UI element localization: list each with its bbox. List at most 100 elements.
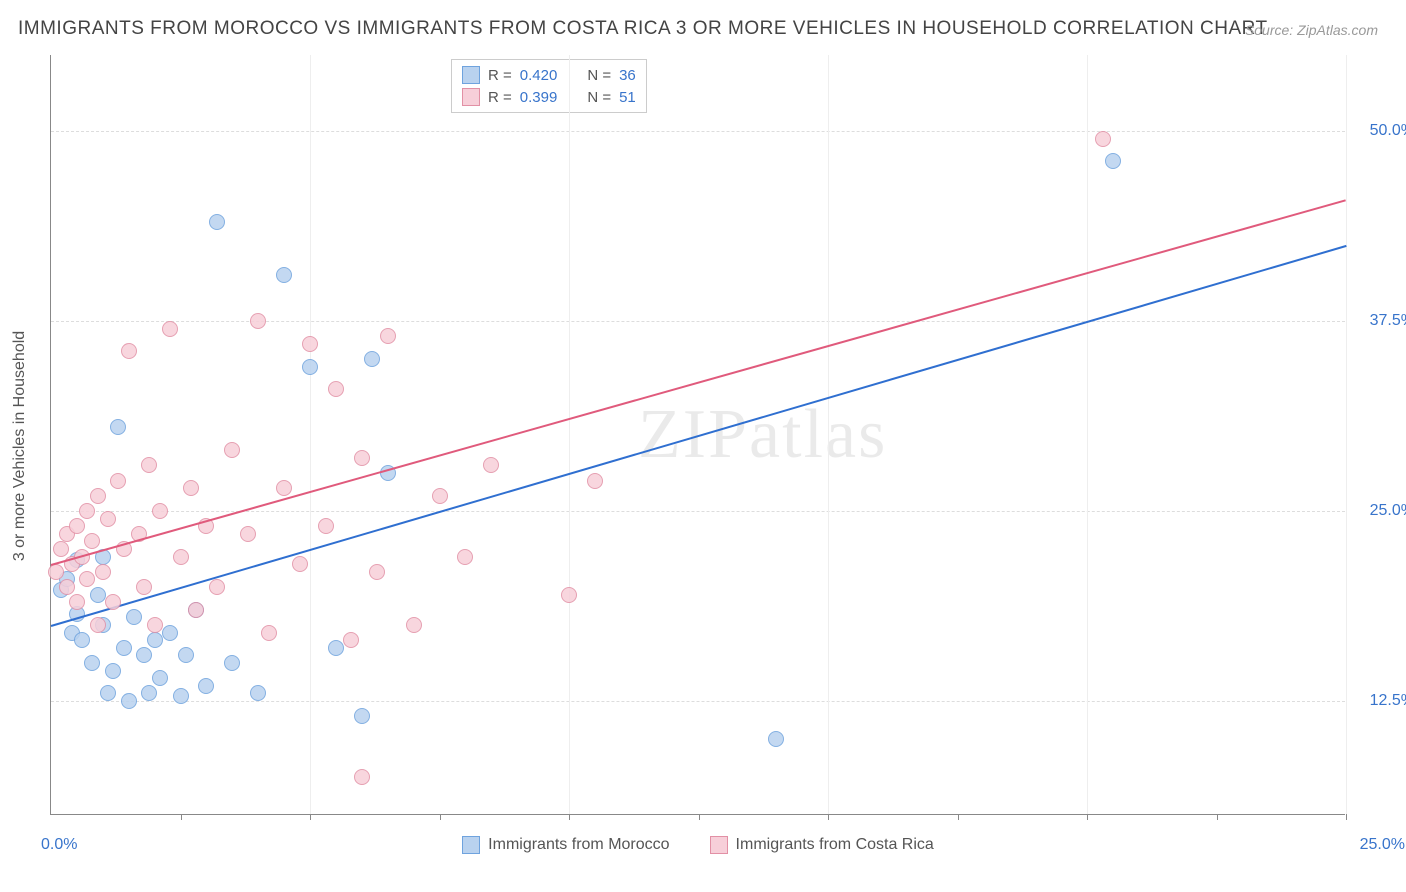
data-point — [147, 632, 163, 648]
data-point — [90, 488, 106, 504]
data-point — [79, 571, 95, 587]
data-point — [406, 617, 422, 633]
legend-r-label: R = — [488, 67, 512, 84]
data-point — [302, 336, 318, 352]
data-point — [126, 609, 142, 625]
legend-n-value: 51 — [619, 89, 636, 106]
data-point — [79, 503, 95, 519]
data-point — [276, 480, 292, 496]
x-tick — [699, 814, 700, 820]
y-tick-label: 37.5% — [1355, 312, 1406, 330]
grid-line-h — [51, 131, 1345, 132]
legend-swatch — [462, 88, 480, 106]
data-point — [343, 632, 359, 648]
x-tick — [310, 814, 311, 820]
data-point — [318, 518, 334, 534]
legend-series-name: Immigrants from Morocco — [488, 836, 669, 854]
data-point — [587, 473, 603, 489]
data-point — [292, 556, 308, 572]
data-point — [100, 511, 116, 527]
data-point — [48, 564, 64, 580]
plot-area: ZIPatlas R =0.420N =36R =0.399N =51 Immi… — [50, 55, 1345, 815]
data-point — [90, 617, 106, 633]
data-point — [457, 549, 473, 565]
grid-line-v — [310, 55, 311, 814]
grid-line-v — [1346, 55, 1347, 814]
trend-line — [51, 245, 1347, 627]
data-point — [224, 442, 240, 458]
x-tick — [1217, 814, 1218, 820]
legend-row: R = 0.399 N = 51 — [462, 86, 636, 108]
x-tick-min: 0.0% — [41, 836, 77, 854]
grid-line-v — [569, 55, 570, 814]
grid-line-h — [51, 701, 1345, 702]
data-point — [328, 640, 344, 656]
legend-row: R =0.420N =36 — [462, 64, 636, 86]
legend-n-value: 36 — [619, 67, 636, 84]
data-point — [354, 708, 370, 724]
data-point — [364, 351, 380, 367]
data-point — [261, 625, 277, 641]
data-point — [483, 457, 499, 473]
legend-item: Immigrants from Morocco — [462, 836, 669, 854]
legend-r-value: 0.399 — [520, 89, 558, 106]
x-tick — [569, 814, 570, 820]
grid-line-h — [51, 321, 1345, 322]
data-point — [768, 731, 784, 747]
data-point — [100, 685, 116, 701]
data-point — [95, 564, 111, 580]
data-point — [84, 655, 100, 671]
x-tick — [1346, 814, 1347, 820]
data-point — [105, 663, 121, 679]
data-point — [147, 617, 163, 633]
legend-n-label: N = — [587, 89, 611, 106]
data-point — [188, 602, 204, 618]
data-point — [209, 214, 225, 230]
data-point — [561, 587, 577, 603]
legend-n-label: N = — [587, 67, 611, 84]
data-point — [354, 450, 370, 466]
data-point — [328, 381, 344, 397]
data-point — [240, 526, 256, 542]
data-point — [59, 579, 75, 595]
data-point — [1105, 153, 1121, 169]
data-point — [1095, 131, 1111, 147]
legend-series-name: Immigrants from Costa Rica — [736, 836, 934, 854]
data-point — [110, 473, 126, 489]
data-point — [90, 587, 106, 603]
y-axis-title: 3 or more Vehicles in Household — [11, 331, 29, 561]
data-point — [162, 321, 178, 337]
x-tick-max: 25.0% — [1360, 836, 1405, 854]
chart-title: IMMIGRANTS FROM MOROCCO VS IMMIGRANTS FR… — [18, 18, 1268, 40]
data-point — [354, 769, 370, 785]
data-point — [152, 670, 168, 686]
y-tick-label: 12.5% — [1355, 692, 1406, 710]
data-point — [121, 343, 137, 359]
data-point — [380, 328, 396, 344]
correlation-legend: R =0.420N =36R =0.399N =51 — [451, 59, 647, 113]
watermark: ZIPatlas — [638, 395, 887, 475]
data-point — [74, 632, 90, 648]
data-point — [173, 549, 189, 565]
data-point — [250, 313, 266, 329]
data-point — [369, 564, 385, 580]
data-point — [276, 267, 292, 283]
data-point — [302, 359, 318, 375]
x-tick — [181, 814, 182, 820]
legend-r-label: R = — [488, 89, 512, 106]
data-point — [250, 685, 266, 701]
data-point — [84, 533, 100, 549]
legend-swatch — [710, 836, 728, 854]
data-point — [224, 655, 240, 671]
data-point — [183, 480, 199, 496]
data-point — [69, 594, 85, 610]
data-point — [152, 503, 168, 519]
data-point — [178, 647, 194, 663]
data-point — [105, 594, 121, 610]
legend-swatch — [462, 66, 480, 84]
data-point — [209, 579, 225, 595]
data-point — [432, 488, 448, 504]
data-point — [173, 688, 189, 704]
data-point — [53, 541, 69, 557]
data-point — [116, 640, 132, 656]
